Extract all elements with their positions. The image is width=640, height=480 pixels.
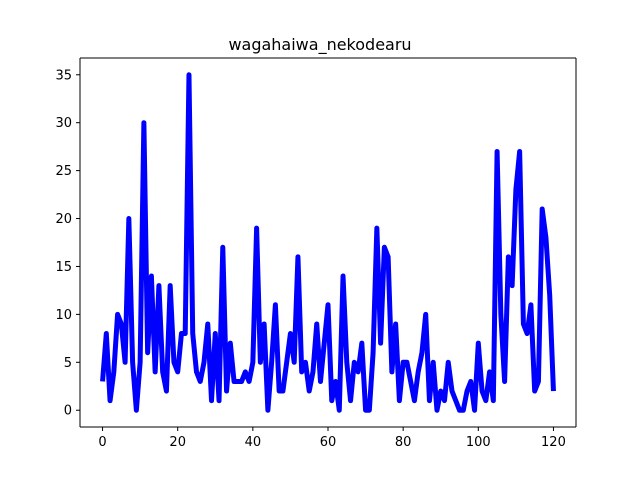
y-tick-label: 10 (55, 308, 72, 323)
chart-title: wagahaiwa_nekodearu (228, 35, 411, 55)
x-tick-label: 80 (395, 435, 412, 450)
y-tick-label: 0 (64, 404, 72, 419)
y-tick-label: 30 (55, 116, 72, 131)
y-tick-label: 20 (55, 212, 72, 227)
y-axis: 0 5 10 15 20 25 30 35 (55, 68, 80, 419)
x-tick-label: 40 (245, 435, 262, 450)
y-tick-label: 35 (55, 68, 72, 83)
x-tick-label: 0 (98, 435, 106, 450)
x-axis: 0 20 40 60 80 100 120 (98, 427, 566, 450)
y-tick-label: 5 (64, 356, 72, 371)
x-tick-label: 120 (541, 435, 566, 450)
x-tick-label: 20 (169, 435, 186, 450)
x-tick-label: 100 (466, 435, 491, 450)
y-tick-label: 15 (55, 260, 72, 275)
series-layer (100, 72, 556, 413)
x-tick-label: 60 (320, 435, 337, 450)
y-tick-label: 25 (55, 164, 72, 179)
series-line (100, 72, 556, 413)
